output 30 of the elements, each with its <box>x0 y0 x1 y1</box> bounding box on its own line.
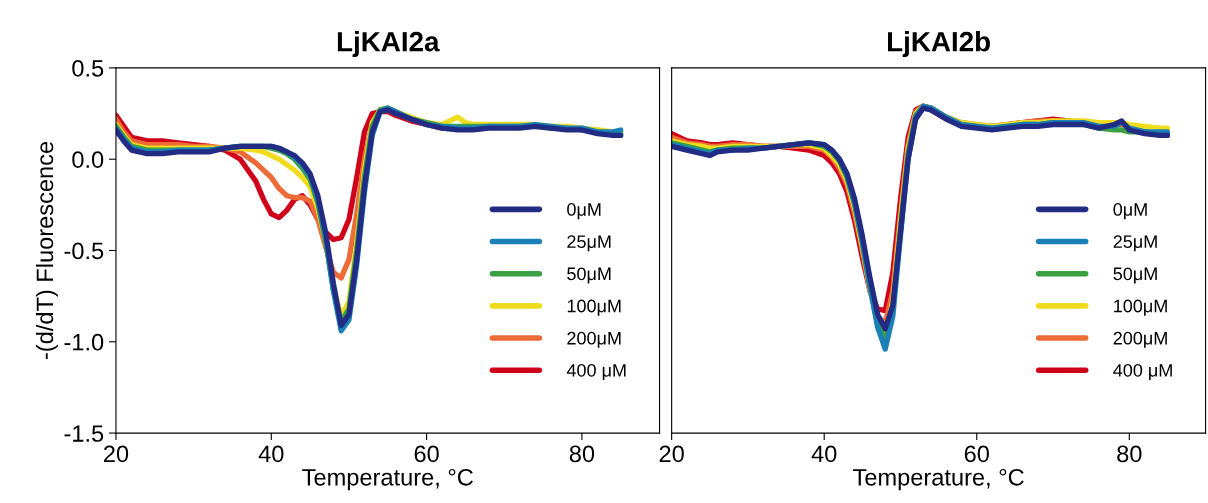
chart-title: LjKAI2b <box>888 31 990 57</box>
x-tick-label: 40 <box>811 445 837 463</box>
legend-label: 50μM <box>1113 267 1157 284</box>
y-tick-label: -1.5 <box>64 425 104 442</box>
legend-label: 400 μM <box>1113 363 1172 381</box>
x-axis-title: Temperature, °C <box>853 468 1024 491</box>
legend-label: 100μM <box>567 299 621 316</box>
x-axis-title: Temperature, °C <box>302 468 473 491</box>
y-tick-label: -1.0 <box>64 333 104 351</box>
legend-label: 0μM <box>1113 203 1147 220</box>
x-tick-label: 80 <box>1117 445 1142 463</box>
x-tick-label: 60 <box>414 445 439 463</box>
legend-label: 25μM <box>567 235 611 252</box>
chart-title: LjKAI2a <box>337 31 440 57</box>
legend-label: 200μM <box>567 331 621 348</box>
x-tick-label: 20 <box>104 445 129 463</box>
legend-label: 0μM <box>567 203 601 220</box>
legend-label: 50μM <box>567 267 611 284</box>
x-tick-label: 40 <box>258 445 284 463</box>
x-tick-label: 60 <box>964 445 989 463</box>
y-tick-label: 0.5 <box>72 59 104 77</box>
legend-label: 25μM <box>1113 235 1157 252</box>
legend-label: 200μM <box>1113 331 1167 348</box>
x-tick-label: 20 <box>659 445 684 463</box>
legend-label: 100μM <box>1114 299 1167 316</box>
y-axis-title: -(d/dT) Fluorescence <box>35 141 58 359</box>
legend-label: 400 μM <box>566 363 626 381</box>
x-tick-label: 80 <box>569 445 595 463</box>
y-tick-label: 0.0 <box>72 151 104 168</box>
y-tick-label: -0.5 <box>64 242 104 260</box>
